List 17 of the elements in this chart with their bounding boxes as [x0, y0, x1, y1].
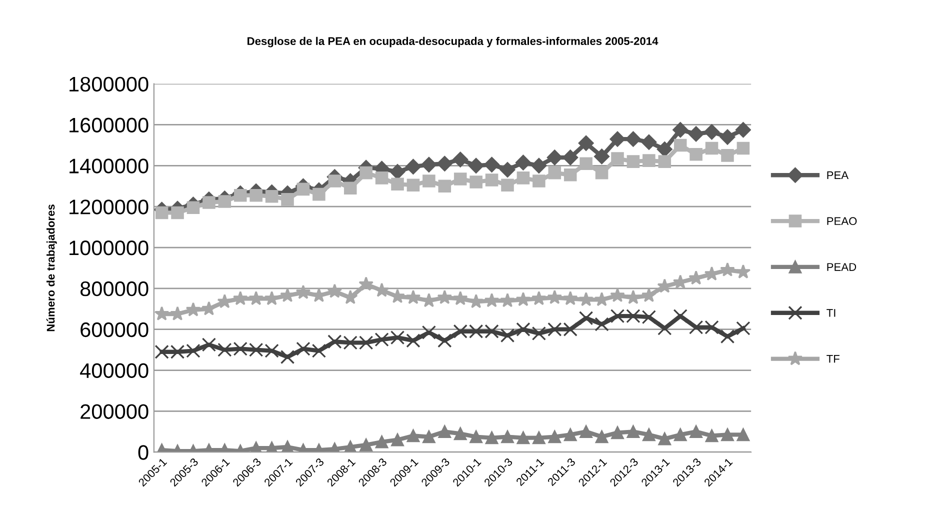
y-tick-label: 200000 — [80, 404, 148, 419]
legend-label: PEA — [827, 171, 849, 180]
legend-label: TF — [826, 355, 840, 363]
y-axis-title: Número de trabajadores — [46, 204, 57, 332]
y-tick-label: 400000 — [80, 363, 148, 378]
y-tick-label: 1200000 — [70, 200, 148, 214]
legend-label: TI — [826, 309, 836, 317]
y-tick-label: 0 — [138, 445, 148, 460]
y-tick-label: 600000 — [80, 322, 148, 338]
chart-title: Desglose de la PEA en ocupada-desocupada y formales-informales 2005-2014 — [248, 36, 658, 48]
y-tick-label: 1000000 — [70, 240, 148, 256]
y-tick-label: 800000 — [80, 281, 148, 296]
y-tick-label: 1600000 — [70, 118, 148, 132]
y-tick-label: 1400000 — [70, 158, 148, 174]
legend-label: PEAD — [827, 263, 856, 271]
legend-label: PEAO — [827, 217, 857, 226]
y-tick-label: 1800000 — [70, 76, 148, 92]
